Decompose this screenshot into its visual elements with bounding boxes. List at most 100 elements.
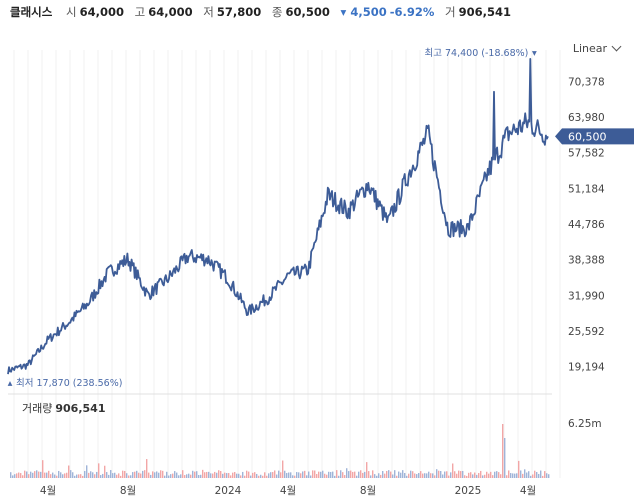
current-price-badge: 60,500	[555, 128, 634, 145]
volume-bar	[114, 472, 116, 478]
volume-bar	[64, 473, 66, 478]
volume-bar	[472, 474, 474, 478]
volume-bar	[60, 472, 62, 478]
volume-bar	[484, 474, 486, 478]
time-tick-label: 4월	[520, 485, 536, 497]
volume-bar	[160, 470, 162, 478]
volume-bar	[348, 471, 350, 478]
scale-dropdown[interactable]: Linear	[573, 41, 622, 55]
volume-bar	[390, 471, 392, 478]
price-header: 클래시스 시 64,000 고 64,000 저 57,800 종 60,500 ▾ 4…	[10, 4, 518, 22]
volume-bar	[442, 474, 444, 478]
volume-bar	[320, 471, 322, 478]
volume-bar	[140, 473, 142, 478]
volume-bar	[82, 475, 84, 478]
volume-bar	[430, 473, 432, 478]
price-axis: 19,194 25,592 31,990 38,388 44,786 51,184 57,5…	[568, 76, 605, 430]
high-label: 고	[134, 5, 146, 19]
volume-bar	[212, 473, 214, 478]
volume-bar	[190, 474, 192, 478]
volume-bar	[14, 474, 16, 478]
volume-bar	[76, 474, 78, 478]
volume-bar	[36, 470, 38, 478]
volume-bar	[534, 470, 536, 478]
volume-bar	[330, 471, 332, 478]
volume-bar	[454, 471, 456, 478]
volume-bar	[20, 473, 22, 478]
volume-bar	[294, 475, 296, 478]
volume-bar	[506, 475, 508, 478]
volume-bar	[490, 471, 492, 478]
volume-bar	[416, 474, 418, 478]
volume-bar	[170, 474, 172, 478]
volume-bar	[362, 472, 364, 478]
volume-bar	[402, 470, 404, 478]
volume-bar	[10, 472, 12, 478]
volume-bar	[486, 471, 488, 478]
volume-tick-label: 6.25m	[568, 418, 602, 430]
volume-bar	[498, 472, 500, 478]
volume-bar	[116, 474, 118, 478]
volume-bar	[372, 470, 374, 478]
low-marker-icon: ▴	[8, 378, 13, 389]
volume-bar	[174, 471, 176, 478]
volume-bar	[458, 470, 460, 478]
time-tick-label: 2024	[215, 485, 242, 497]
volume-bar	[448, 475, 450, 478]
volume-bar	[248, 471, 250, 478]
volume-bar	[186, 474, 188, 478]
volume-bar	[168, 475, 170, 478]
volume-bar	[480, 470, 482, 478]
volume-bar	[526, 472, 528, 478]
volume-bar	[296, 472, 298, 478]
volume-bar	[74, 475, 76, 478]
volume-bar	[364, 471, 366, 478]
volume-bar	[30, 471, 32, 478]
volume-bar	[112, 473, 114, 478]
volume-bar	[150, 474, 152, 478]
time-tick-label: 2025	[455, 485, 482, 497]
volume-bar	[226, 473, 228, 478]
volume-bar	[474, 472, 476, 478]
volume-bar	[106, 472, 108, 478]
volume-bar	[460, 471, 462, 478]
volume-bar	[146, 459, 148, 478]
volume-bar	[536, 472, 538, 478]
price-line	[7, 58, 549, 375]
volume-bar	[394, 470, 396, 478]
volume-bar	[514, 473, 516, 478]
volume-bar	[326, 474, 328, 478]
volume-bar	[302, 471, 304, 478]
volume-bar	[310, 475, 312, 478]
volume-bar	[456, 473, 458, 478]
volume-bar	[138, 472, 140, 478]
volume-bar	[232, 472, 234, 478]
volume-bar	[538, 473, 540, 478]
low-annotation: 최저 17,870 (238.56%)	[16, 378, 122, 389]
volume-bar	[256, 473, 258, 478]
volume-bar	[222, 473, 224, 478]
volume-bar	[444, 471, 446, 478]
low-value: 57,800	[216, 5, 262, 19]
volume-bar	[306, 475, 308, 478]
volume-bar	[132, 472, 134, 478]
high-annotation: 최고 74,400 (-18.68%)	[425, 48, 529, 59]
volume-bar	[288, 472, 290, 478]
volume-bar	[48, 470, 50, 478]
volume-bar	[300, 473, 302, 478]
volume-bar	[344, 475, 346, 478]
volume-bar	[432, 473, 434, 478]
volume-bar	[46, 472, 48, 478]
volume-bar	[354, 471, 356, 478]
price-tick-label: 25,592	[568, 326, 605, 338]
volume-bar	[450, 472, 452, 478]
volume-bar	[388, 470, 390, 478]
volume-bar	[284, 470, 286, 478]
volume-bar	[188, 473, 190, 478]
volume-bar	[70, 470, 72, 478]
time-tick-label: 8월	[360, 485, 376, 497]
volume-bar	[252, 472, 254, 478]
volume-bar	[218, 470, 220, 478]
volume-bar	[258, 475, 260, 478]
volume-bar	[370, 475, 372, 478]
